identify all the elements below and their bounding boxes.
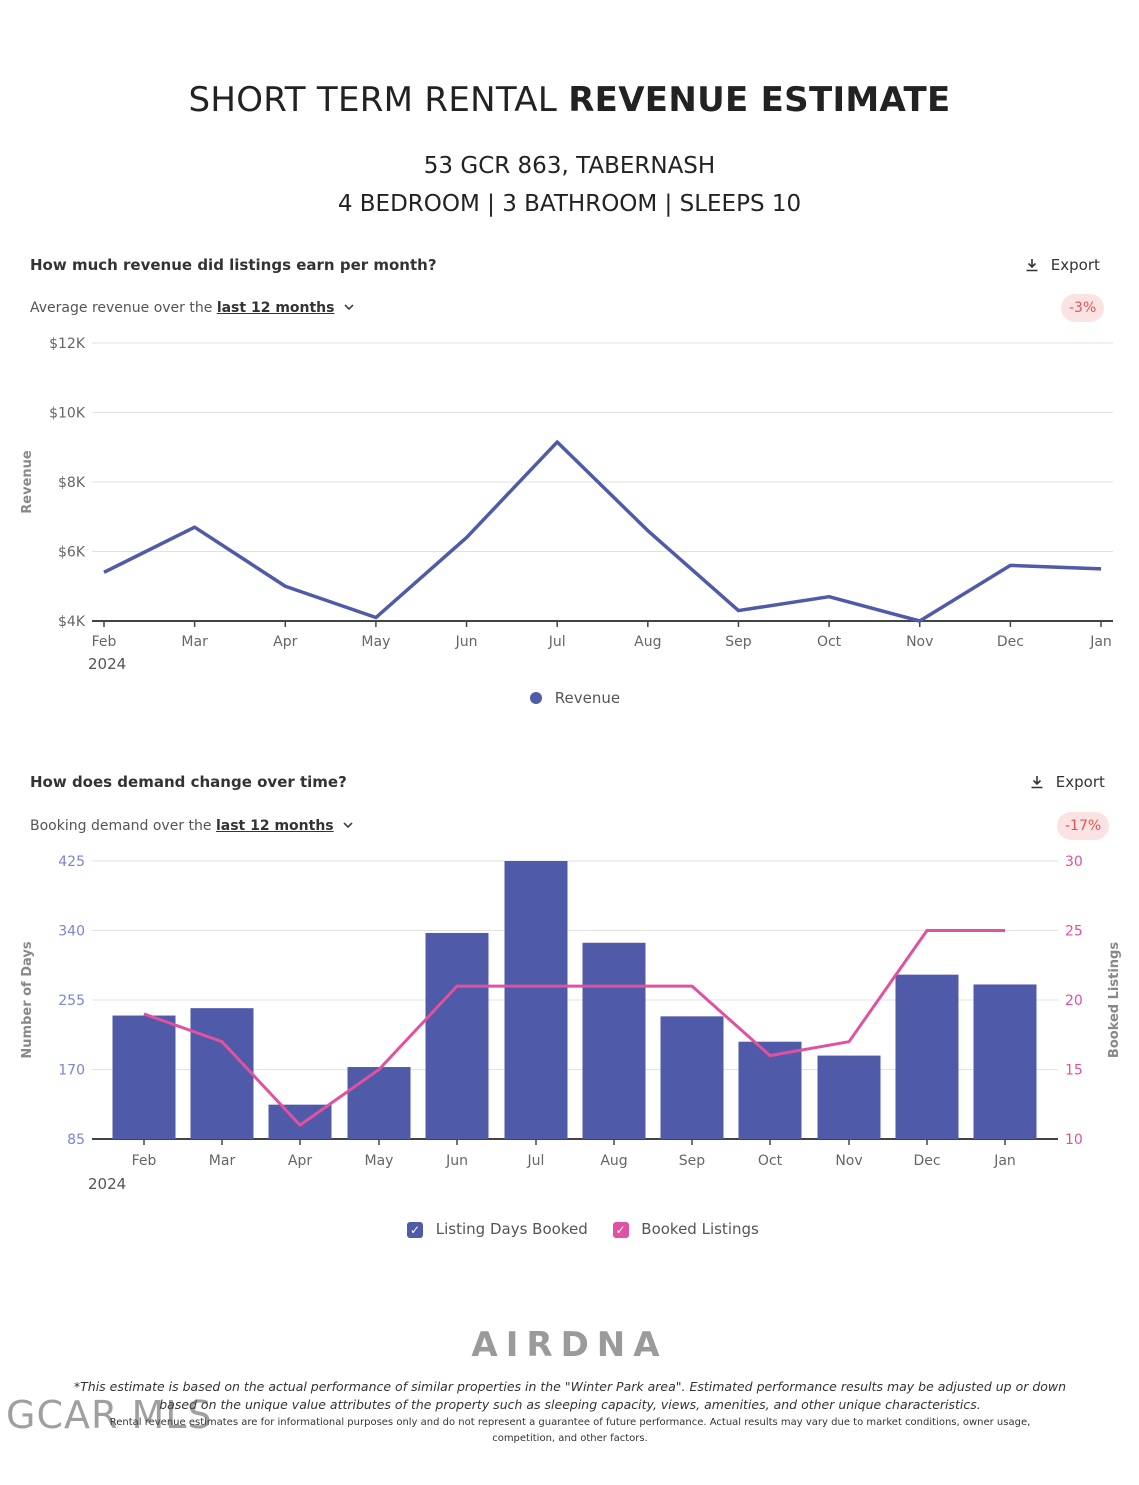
demand-x-tick-label: Aug [600,1153,627,1169]
revenue-x-tick-label: Sep [725,634,752,650]
title-light: SHORT TERM RENTAL [188,80,558,120]
demand-y-tick-label-right: 30 [1065,854,1083,870]
title-bold: REVENUE ESTIMATE [568,80,951,120]
revenue-x-tick-label: Jul [548,634,566,650]
demand-x-tick-label: Nov [835,1153,862,1169]
demand-x-tick-label: Feb [132,1153,157,1169]
demand-x-tick-label: Mar [209,1153,236,1169]
demand-y-tick-label-left: 340 [58,924,85,940]
demand-y-tick-label-right: 20 [1065,993,1083,1009]
property-address: 53 GCR 863, TABERNASH [423,153,716,179]
booked-listings-line [143,929,1005,1127]
demand-y-tick-label-left: 170 [58,1063,85,1079]
demand-subtitle: Booking demand over the last 12 months [30,818,354,834]
listing-days-bar[interactable] [817,1055,881,1139]
revenue-chart: $4K $6K $8K $10K $12K Feb Mar Apr May Jun Jul Aug S… [20,336,1113,673]
legend-listings-label: Booked Listings [641,1220,759,1238]
demand-y-tick-label-right: 10 [1065,1132,1083,1148]
listing-days-bar[interactable] [347,1067,411,1139]
revenue-legend[interactable]: Revenue [530,689,620,707]
revenue-x-tick-label: May [361,634,390,650]
revenue-export-button[interactable]: Export [1024,256,1100,274]
revenue-year-label: 2024 [88,655,126,673]
listing-days-bar[interactable] [112,1015,176,1139]
demand-x-tick-label: Apr [288,1153,312,1169]
checkbox-checked-icon: ✓ [407,1221,423,1238]
demand-x-tick-label: Jun [445,1153,468,1169]
property-specs: 4 BEDROOM | 3 BATHROOM | SLEEPS 10 [337,191,802,217]
download-icon [1029,773,1050,791]
demand-y-tick-label-right: 15 [1065,1063,1083,1079]
demand-export-button[interactable]: Export [1029,773,1105,791]
listing-days-bar[interactable] [973,984,1037,1139]
revenue-subtitle: Average revenue over the last 12 months [30,300,355,316]
revenue-line [103,440,1102,623]
legend-days-label: Listing Days Booked [435,1220,588,1238]
demand-x-tick-label: Oct [758,1153,783,1169]
listing-days-bar[interactable] [582,942,646,1139]
revenue-x-tick-label: Oct [817,634,842,650]
disclaimer-secondary: Rental revenue estimates are for informa… [109,1417,1031,1444]
revenue-legend-label: Revenue [554,689,621,707]
demand-year-label: 2024 [88,1175,126,1193]
listing-days-bar[interactable] [425,932,489,1139]
listing-days-bar[interactable] [190,1008,254,1139]
disclaimer-primary: *This estimate is based on the actual pe… [73,1379,1067,1412]
listing-days-bar[interactable] [504,861,568,1139]
legend-dot-icon [530,692,542,704]
demand-y-tick-label-right: 25 [1065,924,1083,940]
revenue-x-tick-label: Jan [1089,634,1112,650]
listing-days-bar[interactable] [660,1016,724,1139]
chevron-down-icon[interactable] [339,300,355,316]
demand-change-badge: -17% [1057,812,1110,840]
revenue-change-badge: -3% [1061,294,1105,322]
checkbox-checked-icon: ✓ [612,1221,629,1238]
revenue-y-tick-label: $6K [58,545,86,561]
revenue-y-tick-label: $10K [49,406,86,422]
listing-days-bar[interactable] [895,974,959,1139]
export-label: Export [1055,773,1105,791]
demand-y-tick-label-left: 425 [58,854,85,870]
demand-y-tick-label-left: 255 [58,993,85,1009]
download-icon [1024,256,1045,274]
demand-x-tick-label: May [365,1153,394,1169]
demand-period-dropdown[interactable]: last 12 months [215,818,334,834]
demand-chart: 85 170 255 340 425 10 15 20 25 30 Feb Mar Apr May Ju… [20,854,1122,1193]
demand-legend: ✓ Listing Days Booked ✓ Booked Listings [407,1220,759,1238]
demand-y-tick-label-left: 85 [67,1132,85,1148]
revenue-y-tick-label: $8K [58,475,86,491]
revenue-period-dropdown[interactable]: last 12 months [216,300,335,316]
revenue-x-tick-label: Feb [92,634,117,650]
demand-y-axis-label-right: Booked Listings [1107,942,1122,1058]
revenue-subtitle-prefix: Average revenue over the [30,300,213,316]
revenue-y-axis-label: Revenue [20,450,35,514]
legend-days-toggle[interactable]: ✓ Listing Days Booked [407,1220,593,1238]
airdna-logo: AIRDNA [471,1325,668,1365]
demand-x-tick-label: Jul [527,1153,545,1169]
revenue-x-tick-label: Aug [634,634,661,650]
demand-subtitle-prefix: Booking demand over the [30,818,212,834]
demand-x-tick-label: Dec [913,1153,940,1169]
revenue-x-tick-label: Jun [455,634,478,650]
legend-listings-toggle[interactable]: ✓ Booked Listings [612,1220,759,1238]
revenue-x-tick-label: Mar [181,634,208,650]
revenue-y-tick-label: $4K [58,614,86,630]
demand-x-tick-label: Jan [993,1153,1016,1169]
listing-days-bar[interactable] [738,1041,802,1139]
demand-x-tick-label: Sep [679,1153,706,1169]
revenue-x-tick-label: Apr [273,634,297,650]
export-label: Export [1050,256,1100,274]
demand-question: How does demand change over time? [30,773,347,791]
revenue-question: How much revenue did listings earn per m… [30,256,437,274]
chevron-down-icon[interactable] [338,818,354,834]
page-title: SHORT TERM RENTAL REVENUE ESTIMATE [0,80,1139,120]
revenue-x-tick-label: Nov [906,634,933,650]
demand-y-axis-label-left: Number of Days [20,941,35,1058]
revenue-x-tick-label: Dec [997,634,1024,650]
gcar-mls-watermark: GCAR MLS [6,1393,213,1437]
revenue-y-tick-label: $12K [49,336,86,352]
